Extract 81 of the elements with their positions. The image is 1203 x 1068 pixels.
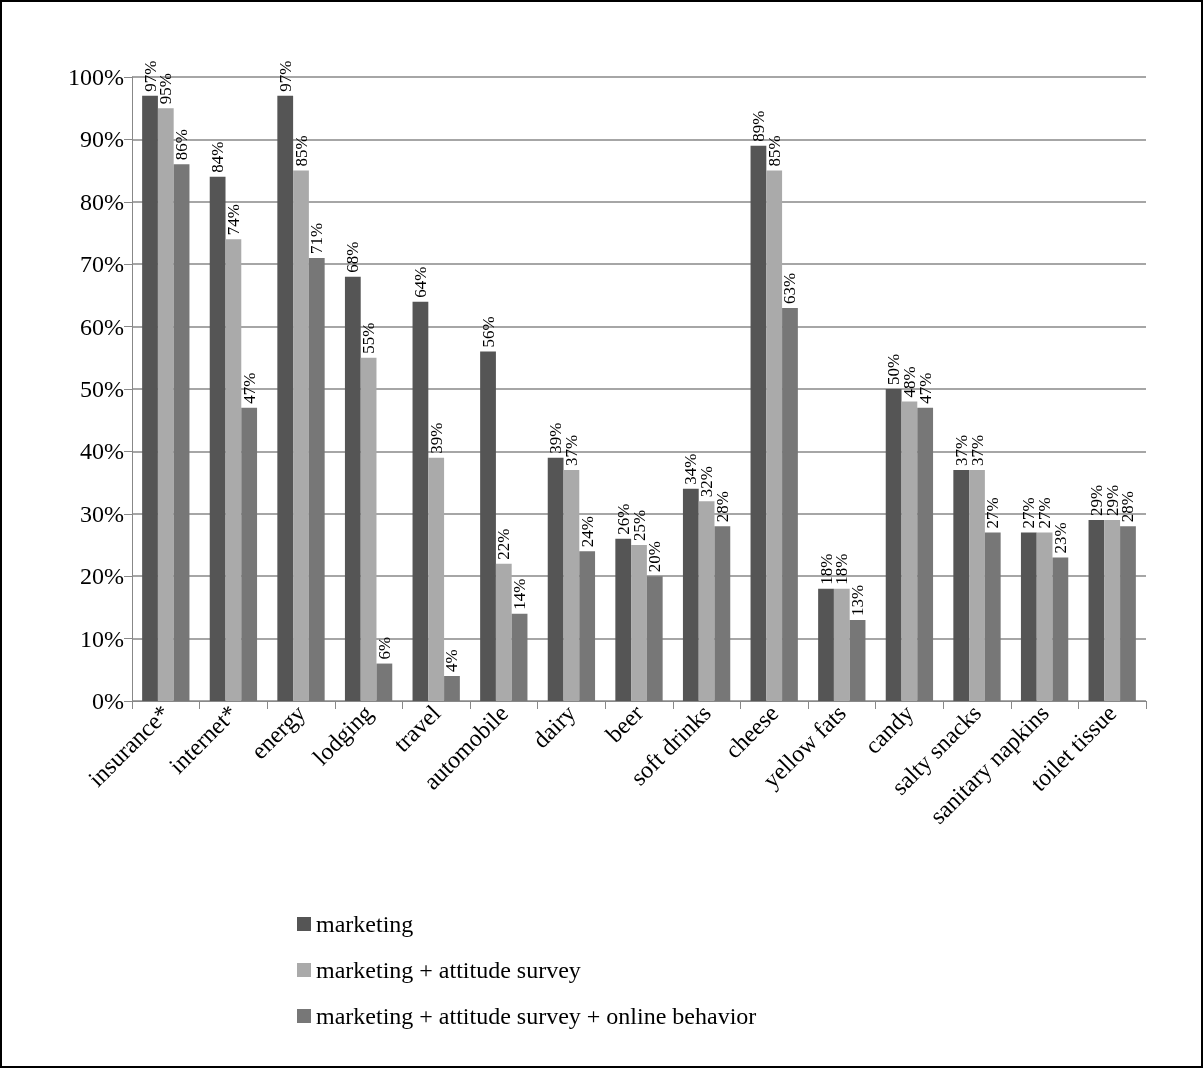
bar <box>277 95 294 701</box>
bar <box>1104 520 1121 701</box>
bar <box>782 307 798 701</box>
bar <box>495 563 512 701</box>
legend-label: marketing + attitude survey <box>316 957 581 983</box>
bar <box>818 588 834 701</box>
bar <box>1052 557 1069 701</box>
bar <box>241 407 258 701</box>
data-label: 74% <box>223 204 243 236</box>
bar <box>953 470 970 701</box>
data-label: 20% <box>645 541 665 573</box>
bar <box>308 257 325 701</box>
x-tick-label: dairy <box>527 699 581 754</box>
data-label: 85% <box>291 135 311 167</box>
bar <box>412 301 429 701</box>
data-label: 39% <box>426 422 446 454</box>
bar <box>917 407 934 701</box>
bar <box>225 239 242 701</box>
bar <box>1120 526 1136 701</box>
bar <box>682 488 699 701</box>
bar <box>344 276 361 701</box>
bar <box>714 526 731 701</box>
legend-label: marketing + attitude survey + online behavior <box>316 1003 757 1029</box>
bar <box>293 170 309 701</box>
y-tick-label: 30% <box>80 500 124 527</box>
bar <box>1020 532 1037 701</box>
bar <box>615 538 632 701</box>
y-tick-label: 80% <box>80 188 124 215</box>
bar <box>698 501 715 701</box>
y-tick-label: 100% <box>68 64 124 90</box>
y-tick-label: 90% <box>80 126 124 153</box>
data-label: 24% <box>577 516 597 548</box>
x-tick-label: beer <box>600 699 649 748</box>
bar <box>631 545 647 701</box>
bar <box>984 532 1001 701</box>
data-label: 64% <box>410 266 430 298</box>
bar <box>833 588 850 701</box>
data-label: 56% <box>478 316 498 348</box>
data-label: 6% <box>374 636 394 660</box>
bar <box>1036 532 1053 701</box>
bar <box>173 164 190 701</box>
bar <box>885 389 902 701</box>
bar <box>209 176 226 701</box>
bar <box>376 663 393 701</box>
bar <box>547 457 564 701</box>
data-label: 22% <box>494 528 514 560</box>
y-tick-label: 70% <box>80 251 124 278</box>
data-label: 55% <box>359 322 379 354</box>
bar <box>969 470 985 701</box>
legend-label: marketing <box>316 911 414 937</box>
data-label: 63% <box>780 272 800 304</box>
bar <box>766 170 783 701</box>
bar <box>444 676 460 701</box>
data-label: 97% <box>275 60 295 92</box>
bar <box>142 95 158 701</box>
data-label: 47% <box>239 372 259 404</box>
y-tick-label: 10% <box>80 625 124 652</box>
bar <box>750 145 767 701</box>
bar <box>563 470 580 701</box>
bar <box>480 351 496 701</box>
bar <box>646 576 663 701</box>
data-label: 68% <box>343 241 363 273</box>
bar <box>849 619 866 701</box>
y-tick-label: 20% <box>80 563 124 590</box>
bar <box>901 401 918 701</box>
y-tick-label: 40% <box>80 438 124 465</box>
data-label: 13% <box>848 584 868 616</box>
y-tick-label: 50% <box>80 376 124 402</box>
data-label: 27% <box>983 497 1003 529</box>
bar <box>1088 520 1105 701</box>
bar <box>428 457 445 701</box>
data-label: 84% <box>208 141 228 173</box>
bar <box>157 108 174 701</box>
y-tick-label: 60% <box>80 313 124 340</box>
data-label: 86% <box>172 129 192 161</box>
bar <box>511 613 528 701</box>
data-label: 4% <box>442 649 462 673</box>
data-label: 14% <box>510 578 530 610</box>
bar <box>579 551 596 701</box>
bar <box>360 357 377 701</box>
data-label: 71% <box>307 222 327 254</box>
